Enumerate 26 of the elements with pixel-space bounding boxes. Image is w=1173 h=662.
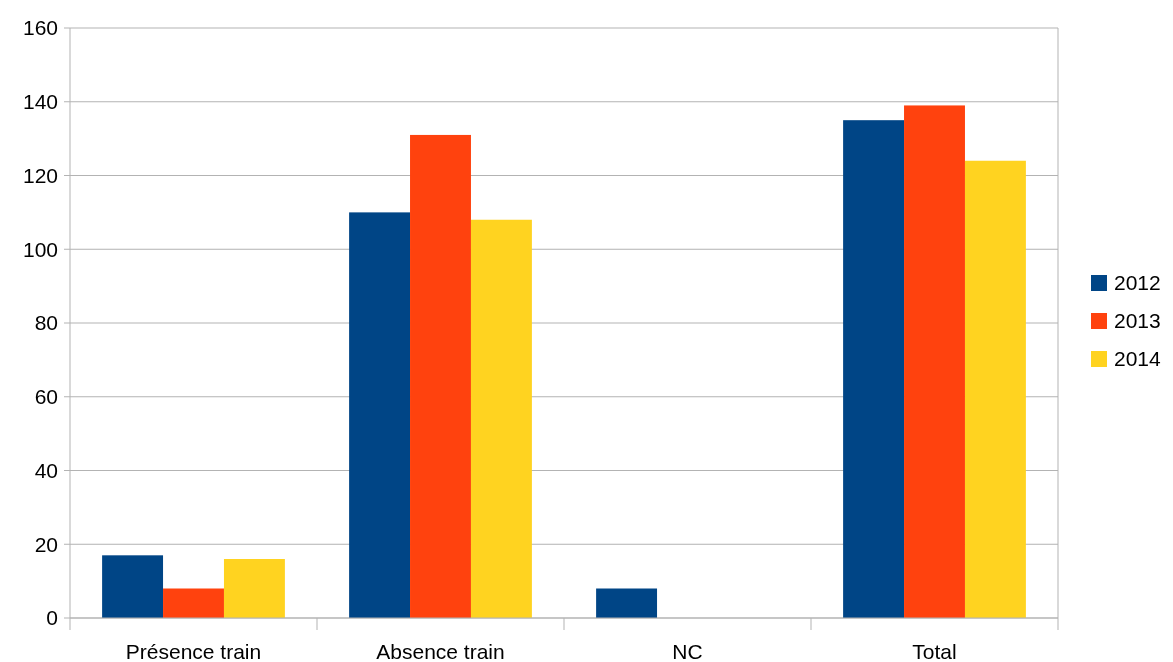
legend-label: 2012 <box>1114 271 1161 295</box>
legend-label: 2014 <box>1114 347 1162 371</box>
y-tick-label: 120 <box>22 163 58 187</box>
x-tick-label: Absence train <box>376 640 505 662</box>
bar <box>964 160 1026 618</box>
y-tick-label: 100 <box>22 237 58 261</box>
bar <box>223 559 285 618</box>
x-tick-label: NC <box>672 640 703 662</box>
bar <box>102 555 164 618</box>
bar <box>163 588 224 618</box>
y-tick-label: 80 <box>34 311 58 335</box>
y-tick-label: 160 <box>22 16 58 40</box>
x-tick-label: Présence train <box>125 640 262 662</box>
y-tick-label: 60 <box>34 385 58 409</box>
bar <box>349 212 411 618</box>
y-tick-label: 140 <box>22 90 58 114</box>
y-tick-label: 40 <box>34 458 58 482</box>
legend-label: 2013 <box>1114 309 1161 333</box>
x-tick-label: Total <box>912 640 957 662</box>
bar <box>470 219 532 618</box>
bar <box>843 120 905 618</box>
bar <box>410 134 471 618</box>
y-tick-label: 0 <box>46 606 58 630</box>
bar <box>904 105 965 618</box>
y-tick-label: 20 <box>34 532 58 556</box>
bar <box>596 588 658 618</box>
